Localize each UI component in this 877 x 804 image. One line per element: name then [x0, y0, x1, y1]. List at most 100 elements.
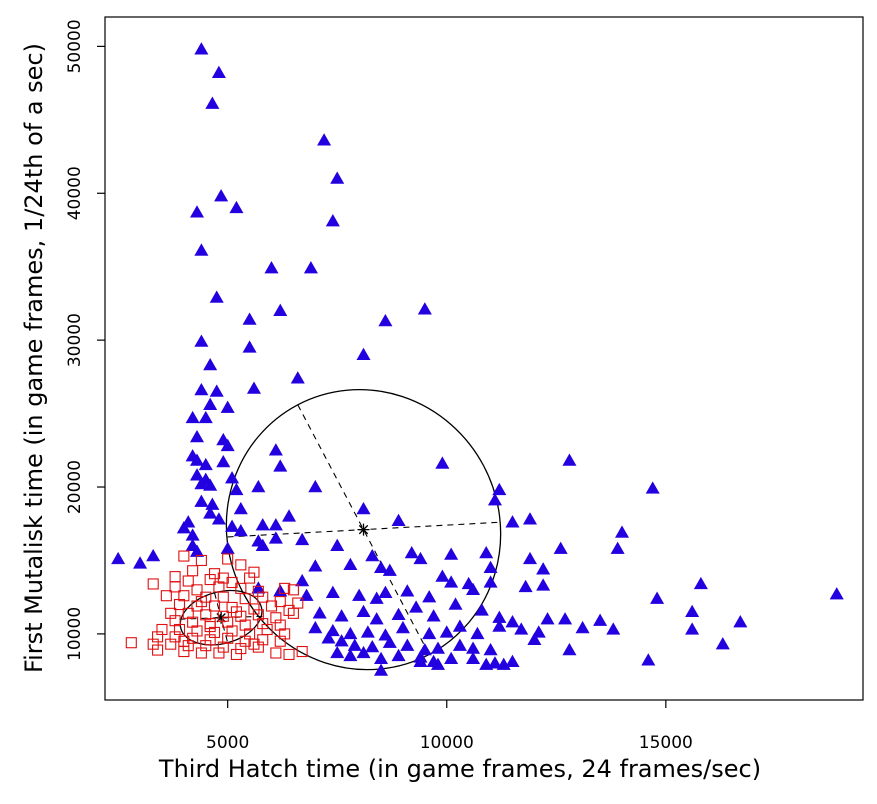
triangle-point: [203, 358, 218, 371]
triangle-point: [444, 547, 459, 560]
square-point: [182, 640, 194, 652]
triangle-point: [194, 334, 209, 347]
triangle-point: [211, 65, 226, 78]
axis-ticks: 5000 10000 15000 10000 20000 30000 40000 50000: [65, 19, 693, 753]
triangle-point: [606, 622, 621, 635]
triangle-point: [343, 557, 358, 571]
triangle-point: [189, 468, 205, 481]
square-point: [248, 566, 260, 578]
triangle-point: [562, 453, 577, 466]
square-point: [257, 618, 269, 630]
square-point: [226, 625, 238, 637]
triangle-point: [650, 591, 665, 604]
triangle-point: [299, 588, 314, 601]
triangle-point: [374, 663, 389, 676]
square-point: [208, 600, 221, 612]
triangle-point: [273, 303, 288, 316]
triangle-point: [536, 562, 551, 575]
triangle-point: [439, 625, 454, 638]
square-point: [187, 632, 199, 644]
triangle-point: [189, 453, 205, 466]
triangle-point: [365, 640, 380, 653]
square-point: [178, 635, 190, 647]
triangle-point: [391, 513, 406, 526]
square-point: [173, 623, 186, 636]
square-point: [152, 631, 164, 643]
triangle-point: [466, 582, 481, 596]
triangle-point: [685, 622, 700, 635]
triangle-point: [505, 615, 520, 628]
triangle-point: [203, 478, 218, 491]
triangle-point: [242, 312, 257, 325]
triangle-point: [685, 604, 700, 618]
ellipse-center-star: [215, 611, 228, 624]
square-point: [244, 572, 256, 584]
square-point: [274, 619, 286, 631]
triangle-point: [356, 604, 371, 618]
triangle-point: [347, 638, 362, 651]
triangle-point: [189, 544, 205, 557]
triangle-point: [209, 290, 224, 303]
square-point: [182, 607, 194, 619]
square-point: [125, 637, 137, 649]
triangle-point: [194, 382, 209, 396]
y-tick-label: 20000: [65, 460, 85, 514]
triangle-point: [409, 600, 424, 613]
triangle-point: [211, 512, 226, 525]
y-axis-title: First Mutalisk time (in game frames, 1/2…: [20, 43, 48, 673]
triangle-point: [203, 397, 218, 410]
triangle-point: [483, 642, 498, 656]
square-point: [217, 572, 229, 584]
square-point: [200, 591, 212, 603]
triangle-point: [413, 654, 428, 667]
square-point: [257, 591, 269, 603]
triangle-point: [295, 532, 310, 546]
square-point: [235, 643, 247, 655]
triangle-point: [448, 597, 463, 610]
square-point: [152, 644, 164, 656]
square-point: [270, 612, 282, 624]
square-point: [274, 635, 286, 647]
triangle-point: [325, 623, 340, 637]
triangle-point: [273, 459, 288, 472]
triangle-point: [356, 645, 371, 659]
triangle-point: [505, 654, 520, 667]
triangle-point: [575, 620, 590, 634]
square-point: [265, 600, 278, 612]
square-point: [235, 610, 247, 622]
triangle-point: [189, 205, 205, 218]
triangle-point: [645, 481, 660, 494]
triangle-point: [194, 476, 209, 490]
triangle-point: [404, 546, 419, 559]
square-point: [200, 609, 212, 621]
triangle-point: [518, 579, 533, 593]
triangle-point: [479, 657, 494, 670]
square-point: [287, 607, 299, 619]
square-point: [296, 645, 308, 658]
square-point: [279, 582, 291, 594]
square-point: [252, 585, 264, 597]
triangle-point: [229, 482, 244, 496]
triangle-point: [391, 648, 406, 662]
triangle-point: [321, 631, 336, 644]
triangle-point: [325, 214, 340, 227]
triangle-point: [430, 657, 446, 670]
triangle-point: [492, 482, 507, 496]
triangle-point: [466, 651, 481, 665]
triangle-point: [444, 575, 459, 588]
triangle-point: [268, 518, 283, 531]
triangle-point: [382, 563, 397, 576]
square-point: [283, 648, 295, 661]
triangle-point: [343, 626, 358, 640]
ellipse-major-axis: [297, 404, 430, 655]
triangle-point: [422, 590, 437, 603]
square-point: [213, 647, 225, 659]
square-point: [195, 596, 207, 608]
triangle-point: [395, 620, 410, 634]
triangle-point: [360, 625, 375, 638]
square-point: [226, 576, 238, 589]
data-points: [111, 42, 844, 676]
square-point: [217, 610, 229, 622]
square-point: [169, 615, 181, 627]
triangle-point: [194, 243, 209, 256]
